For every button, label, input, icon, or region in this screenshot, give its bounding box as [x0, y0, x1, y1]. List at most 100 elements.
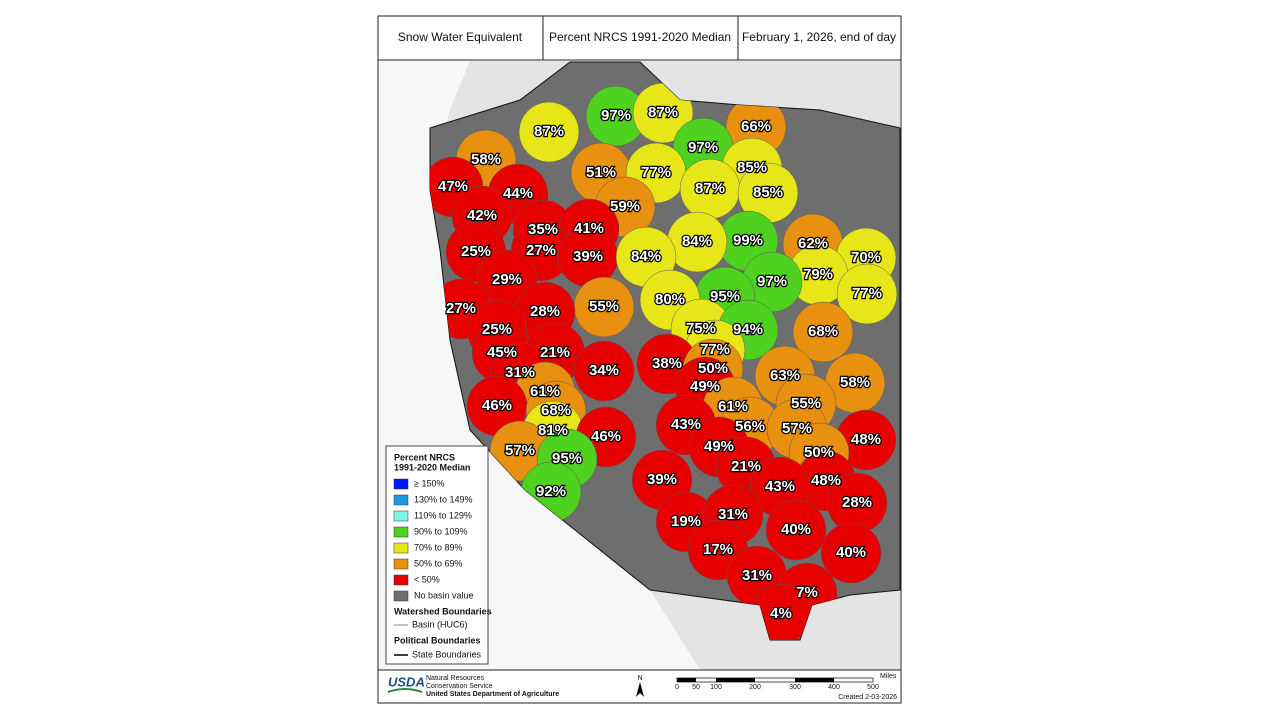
basin-label: 17% — [703, 541, 733, 558]
scale-label: 500 — [867, 684, 879, 691]
basin-label: 87% — [534, 123, 564, 140]
basin-label: 66% — [741, 118, 771, 135]
basin-label: 57% — [505, 442, 535, 459]
scale-segment — [677, 678, 696, 682]
scale-segment — [795, 678, 834, 682]
basin-label: 99% — [733, 232, 763, 249]
basin-label: 48% — [851, 431, 881, 448]
basin-label: 84% — [631, 248, 661, 265]
basin-label: 46% — [591, 428, 621, 445]
legend-title: Percent NRCS — [394, 452, 455, 462]
basin-label: 34% — [589, 362, 619, 379]
legend-title: 1991-2020 Median — [394, 462, 471, 472]
basin-label: 70% — [851, 249, 881, 266]
basin-label: 62% — [798, 235, 828, 252]
basin-label: 50% — [698, 360, 728, 377]
basin-label: 7% — [796, 584, 818, 601]
legend-label: 50% to 69% — [414, 558, 463, 568]
basin-label: 27% — [446, 300, 476, 317]
basin-label: 4% — [770, 605, 792, 622]
basin-label: 50% — [804, 444, 834, 461]
legend-label: 110% to 129% — [414, 510, 472, 520]
basin-label: 40% — [781, 521, 811, 538]
basin-label: 63% — [770, 367, 800, 384]
basin-label: 59% — [610, 198, 640, 215]
basin-label: 80% — [655, 291, 685, 308]
agency-logo: USDA — [388, 674, 425, 689]
legend-swatch — [393, 478, 409, 490]
basin — [836, 263, 898, 325]
basin-label: 58% — [840, 374, 870, 391]
basin-label: 51% — [586, 164, 616, 181]
basin-label: 35% — [528, 221, 558, 238]
basin-label: 95% — [710, 288, 740, 305]
basin-label: 79% — [803, 266, 833, 283]
basin-fills — [430, 82, 898, 640]
basin-label: 97% — [601, 107, 631, 124]
north-arrow-shape — [636, 682, 644, 697]
basin-label: 28% — [530, 303, 560, 320]
created-date: Created 2-03-2026 — [838, 694, 897, 701]
scale-label: 200 — [749, 684, 761, 691]
basin-label: 61% — [530, 383, 560, 400]
scale-label: 100 — [710, 684, 722, 691]
basin — [518, 101, 580, 163]
basin-label: 46% — [482, 397, 512, 414]
scale-label: 400 — [828, 684, 840, 691]
legend-label: Basin (HUC6) — [412, 619, 468, 629]
basin-label: 39% — [647, 471, 677, 488]
legend-label: State Boundaries — [412, 649, 482, 659]
basin-label: 31% — [742, 567, 772, 584]
agency-line: Conservation Service — [426, 683, 493, 690]
legend-swatch — [393, 574, 409, 586]
legend-heading: Political Boundaries — [394, 635, 481, 645]
basin-label: 61% — [718, 398, 748, 415]
basin-label: 68% — [808, 323, 838, 340]
legend-swatch — [393, 510, 409, 522]
basin-label: 77% — [641, 164, 671, 181]
legend-label: < 50% — [414, 574, 440, 584]
basin-label: 97% — [688, 139, 718, 156]
basin-label: 49% — [704, 438, 734, 455]
scale-label: 0 — [675, 684, 679, 691]
basin-label: 75% — [686, 320, 716, 337]
basin-label: 21% — [731, 458, 761, 475]
basin-label: 31% — [718, 506, 748, 523]
basin-label: 31% — [505, 364, 535, 381]
basin-label: 56% — [735, 418, 765, 435]
legend-swatch — [393, 494, 409, 506]
header-cell: February 1, 2026, end of day — [742, 30, 896, 44]
basin-label: 40% — [836, 544, 866, 561]
basin-label: 47% — [438, 178, 468, 195]
scale-bar — [676, 677, 874, 683]
basin-label: 57% — [782, 420, 812, 437]
basin-label: 29% — [492, 271, 522, 288]
legend-label: 90% to 109% — [414, 526, 468, 536]
basin-label: 28% — [842, 494, 872, 511]
legend-label: ≥ 150% — [414, 478, 444, 488]
legend-heading: Watershed Boundaries — [394, 606, 492, 616]
basin-label: 39% — [573, 248, 603, 265]
header-cell: Snow Water Equivalent — [398, 30, 523, 44]
basin-label: 55% — [791, 395, 821, 412]
basin-label: 43% — [671, 416, 701, 433]
basin-label: 85% — [753, 184, 783, 201]
scale-segment — [716, 678, 755, 682]
basin-label: 41% — [574, 220, 604, 237]
logo-swoosh — [387, 688, 423, 693]
basin-label: 43% — [765, 478, 795, 495]
basin-label: 49% — [690, 378, 720, 395]
agency-line: Natural Resources — [426, 675, 484, 682]
scale-label: 50 — [692, 684, 700, 691]
basin-label: 55% — [589, 298, 619, 315]
basin-label: 58% — [471, 151, 501, 168]
legend-label: 70% to 89% — [414, 542, 463, 552]
basin-label: 84% — [682, 233, 712, 250]
basin-label: 77% — [700, 341, 730, 358]
basin-label: 42% — [467, 207, 497, 224]
basin-label: 81% — [538, 422, 568, 439]
scale-unit: Miles — [880, 673, 897, 680]
legend-swatch — [393, 590, 409, 602]
basin-label: 48% — [811, 472, 841, 489]
